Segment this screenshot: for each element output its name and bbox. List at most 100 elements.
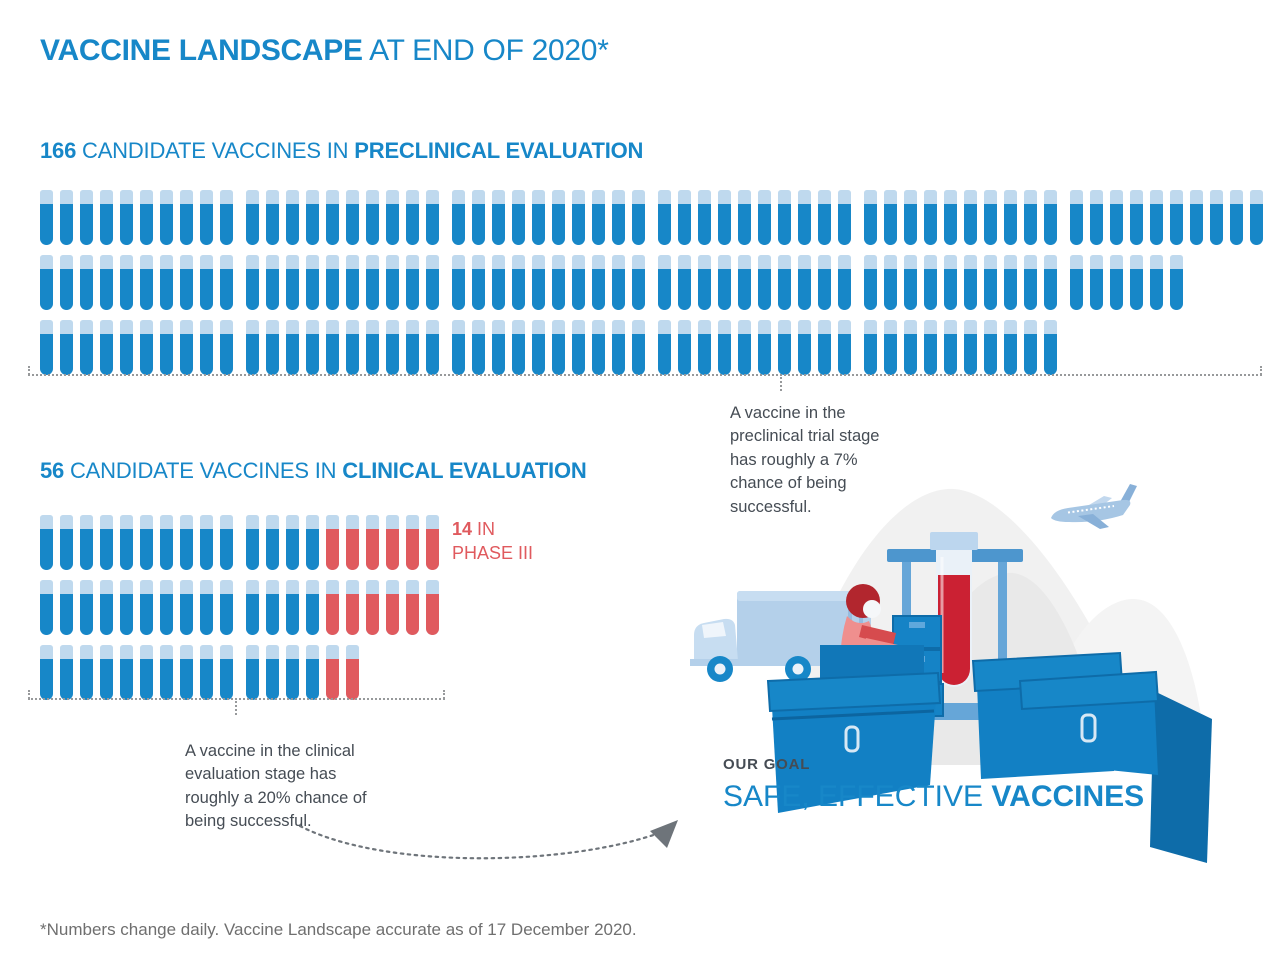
- test-tube-icon: [40, 190, 53, 245]
- test-tube-icon: [326, 190, 339, 245]
- tube-fill: [426, 334, 439, 375]
- tube-fill: [924, 269, 937, 310]
- tube-fill: [572, 204, 585, 245]
- tube-fill: [246, 659, 259, 700]
- test-tube-icon: [406, 255, 419, 310]
- preclinical-note: A vaccine in the preclinical trial stage…: [730, 404, 880, 516]
- tube-fill: [180, 204, 193, 245]
- test-tube-icon: [60, 580, 73, 635]
- test-tube-icon: [40, 645, 53, 700]
- tube-fill: [80, 269, 93, 310]
- tube-fill: [1070, 269, 1083, 310]
- tube-fill: [246, 204, 259, 245]
- test-tube-icon: [758, 320, 771, 375]
- test-tube-icon: [180, 190, 193, 245]
- test-tube-icon: [140, 190, 153, 245]
- tube-fill: [60, 269, 73, 310]
- test-tube-icon: [200, 320, 213, 375]
- test-tube-icon: [286, 255, 299, 310]
- test-tube-icon: [698, 320, 711, 375]
- test-tube-icon: [884, 255, 897, 310]
- test-tube-icon: [592, 255, 605, 310]
- test-tube-icon: [200, 580, 213, 635]
- tube-fill: [492, 204, 505, 245]
- tube-group: [452, 190, 645, 245]
- test-tube-icon: [386, 515, 399, 570]
- test-tube-icon: [326, 255, 339, 310]
- test-tube-icon: [758, 255, 771, 310]
- test-tube-icon: [160, 255, 173, 310]
- test-tube-icon: [306, 320, 319, 375]
- test-tube-icon: [100, 190, 113, 245]
- tube-fill: [532, 204, 545, 245]
- test-tube-icon: [572, 320, 585, 375]
- test-tube-icon: [140, 320, 153, 375]
- test-tube-icon: [220, 515, 233, 570]
- tube-fill: [718, 334, 731, 375]
- tube-fill: [904, 334, 917, 375]
- clinical-label-bold: CLINICAL EVALUATION: [342, 458, 587, 483]
- tube-group: [658, 320, 851, 375]
- test-tube-icon: [738, 190, 751, 245]
- tube-group: [246, 580, 439, 635]
- test-tube-icon: [266, 580, 279, 635]
- test-tube-icon: [386, 190, 399, 245]
- test-tube-icon: [200, 645, 213, 700]
- test-tube-icon: [80, 255, 93, 310]
- test-tube-icon: [386, 580, 399, 635]
- test-tube-icon: [864, 320, 877, 375]
- test-tube-icon: [100, 645, 113, 700]
- tube-fill: [592, 204, 605, 245]
- test-tube-icon: [60, 190, 73, 245]
- test-tube-icon: [552, 190, 565, 245]
- tube-fill: [200, 334, 213, 375]
- tube-fill: [678, 204, 691, 245]
- test-tube-icon: [120, 320, 133, 375]
- test-tube-icon: [266, 645, 279, 700]
- test-tube-icon: [246, 515, 259, 570]
- test-tube-icon: [80, 645, 93, 700]
- tube-row: [40, 190, 1263, 245]
- test-tube-icon: [818, 190, 831, 245]
- test-tube-icon: [100, 255, 113, 310]
- tube-group: [246, 515, 439, 570]
- test-tube-icon: [512, 320, 525, 375]
- test-tube-icon: [884, 320, 897, 375]
- tube-fill: [512, 204, 525, 245]
- tube-fill: [246, 334, 259, 375]
- test-tube-icon: [286, 320, 299, 375]
- tube-fill: [984, 204, 997, 245]
- test-tube-icon: [678, 320, 691, 375]
- test-tube-icon: [1110, 190, 1123, 245]
- test-tube-icon: [1004, 320, 1017, 375]
- tube-group: [452, 320, 645, 375]
- test-tube-icon: [778, 320, 791, 375]
- tube-fill: [220, 659, 233, 700]
- tube-fill: [100, 529, 113, 570]
- test-tube-icon: [180, 645, 193, 700]
- tube-fill: [366, 594, 379, 635]
- test-tube-icon: [1210, 190, 1223, 245]
- footnote: *Numbers change daily. Vaccine Landscape…: [40, 920, 637, 939]
- test-tube-icon: [246, 580, 259, 635]
- test-tube-icon: [838, 255, 851, 310]
- test-tube-icon: [100, 515, 113, 570]
- test-tube-icon: [40, 255, 53, 310]
- tube-fill: [1130, 204, 1143, 245]
- test-tube-icon: [612, 255, 625, 310]
- test-tube-icon: [120, 190, 133, 245]
- tube-fill: [798, 334, 811, 375]
- tube-fill: [612, 334, 625, 375]
- tube-fill: [160, 529, 173, 570]
- tube-fill: [326, 659, 339, 700]
- test-tube-icon: [452, 320, 465, 375]
- tube-fill: [200, 269, 213, 310]
- test-tube-icon: [366, 320, 379, 375]
- phase3-line1: 14 IN: [452, 517, 533, 541]
- test-tube-icon: [904, 320, 917, 375]
- test-tube-icon: [1110, 255, 1123, 310]
- tube-fill: [80, 334, 93, 375]
- test-tube-icon: [286, 645, 299, 700]
- test-tube-icon: [406, 580, 419, 635]
- tube-fill: [326, 334, 339, 375]
